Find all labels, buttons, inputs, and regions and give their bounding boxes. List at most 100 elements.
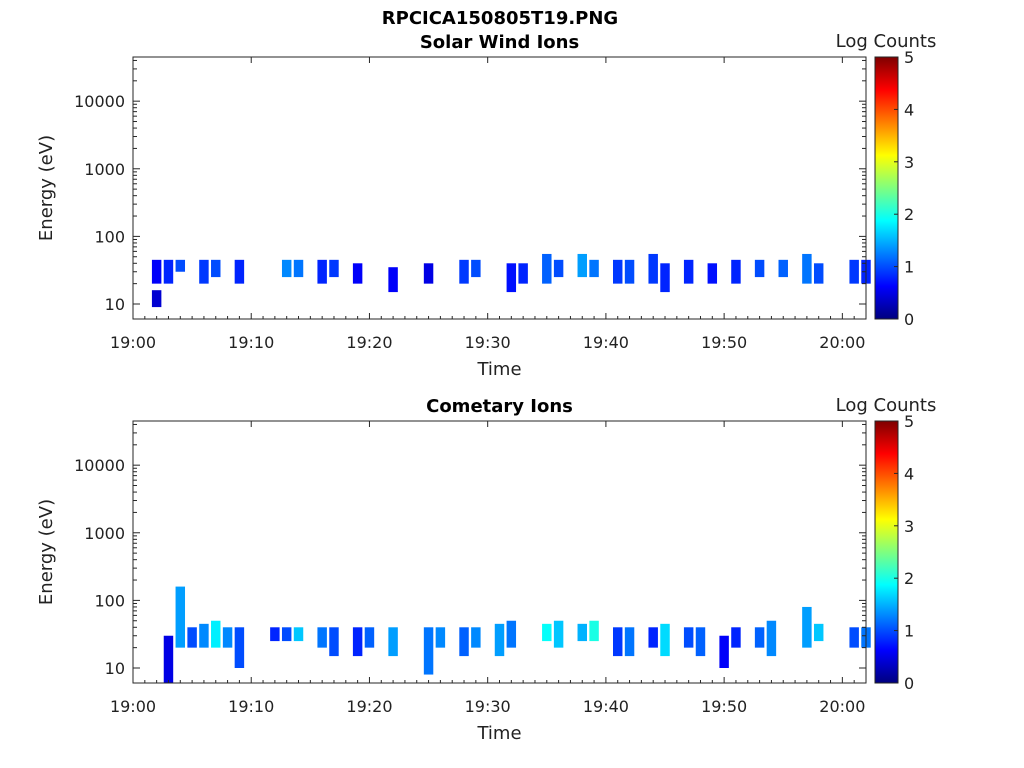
data-band xyxy=(151,290,162,308)
colorbar-tick-label: 3 xyxy=(904,153,914,172)
colorbar-tick-label: 1 xyxy=(904,258,914,277)
y-tick-label: 100 xyxy=(94,227,125,246)
data-band xyxy=(754,627,765,648)
data-band xyxy=(281,627,292,642)
colorbar-tick-label: 3 xyxy=(904,517,914,536)
data-band xyxy=(506,263,517,293)
x-tick-label: 19:50 xyxy=(701,333,747,352)
data-band xyxy=(211,620,221,648)
x-tick-label: 19:30 xyxy=(465,697,511,716)
data-band xyxy=(660,263,670,293)
x-tick-label: 19:00 xyxy=(110,697,156,716)
colorbar xyxy=(874,420,899,684)
x-tick-label: 19:00 xyxy=(110,333,156,352)
data-band xyxy=(754,259,765,278)
data-band xyxy=(731,259,741,284)
data-band xyxy=(352,263,363,284)
data-band xyxy=(849,259,859,284)
colorbar-label: Log Counts xyxy=(836,31,937,52)
data-band xyxy=(199,623,209,648)
data-band xyxy=(494,623,505,657)
y-tick-label: 100 xyxy=(94,591,125,610)
data-band xyxy=(778,259,788,278)
data-band xyxy=(293,259,304,278)
data-band xyxy=(731,627,741,648)
panel-1: Solar Wind Ions 19:00 19:10 19:20 19:30 19:40… xyxy=(36,31,936,380)
data-band xyxy=(151,259,162,284)
data-band xyxy=(648,253,658,284)
colorbar-tick-label: 2 xyxy=(904,569,914,588)
data-band xyxy=(589,620,599,642)
colorbar-tick-label: 5 xyxy=(904,412,914,431)
data-band xyxy=(577,253,587,278)
data-band xyxy=(553,259,564,278)
data-band xyxy=(281,259,292,278)
x-tick-label: 19:20 xyxy=(346,333,392,352)
panel-2: Cometary Ions 19:00 19:10 19:20 19:30 19:40 19… xyxy=(36,395,936,744)
data-band xyxy=(683,627,694,648)
colorbar-label: Log Counts xyxy=(836,395,937,416)
data-band xyxy=(459,627,469,657)
x-axis-label: Time xyxy=(476,359,521,380)
data-band xyxy=(766,620,777,657)
data-band xyxy=(471,259,481,278)
y-tick-label: 10 xyxy=(105,295,125,314)
x-tick-label: 19:40 xyxy=(583,697,629,716)
data-band xyxy=(577,623,587,642)
data-band xyxy=(388,267,398,293)
data-band xyxy=(802,606,812,648)
data-band xyxy=(423,627,434,675)
data-band xyxy=(317,627,327,648)
data-band xyxy=(388,627,398,657)
x-tick-label: 19:20 xyxy=(346,697,392,716)
data-band xyxy=(364,627,375,648)
x-tick-label: 20:00 xyxy=(819,697,865,716)
data-band xyxy=(175,259,186,272)
data-band xyxy=(234,627,245,669)
colorbar-tick-label: 0 xyxy=(904,674,914,693)
data-band xyxy=(163,259,174,284)
y-tick-label: 10000 xyxy=(74,92,125,111)
data-band xyxy=(813,263,824,284)
data-band xyxy=(849,627,859,648)
data-band xyxy=(471,627,481,648)
data-band xyxy=(624,627,635,657)
data-band xyxy=(187,627,197,648)
data-band xyxy=(317,259,327,284)
data-band xyxy=(293,627,304,642)
colorbar-tick-label: 0 xyxy=(904,310,914,329)
x-tick-label: 19:10 xyxy=(228,333,274,352)
data-band xyxy=(719,635,729,669)
panel-title: Cometary Ions xyxy=(426,396,573,417)
y-axis-label: Energy (eV) xyxy=(36,499,57,605)
data-band xyxy=(234,259,245,284)
data-band xyxy=(683,259,694,284)
data-band xyxy=(612,627,623,657)
colorbar-tick-label: 2 xyxy=(904,205,914,224)
data-band xyxy=(707,263,718,284)
data-band xyxy=(648,627,658,648)
y-tick-label: 1000 xyxy=(84,524,125,543)
y-tick-label: 10 xyxy=(105,659,125,678)
data-band xyxy=(695,627,706,657)
data-band xyxy=(660,623,670,657)
data-band xyxy=(553,620,564,648)
x-axis-label: Time xyxy=(476,723,521,744)
data-band xyxy=(163,635,174,683)
figure-title: RPCICA150805T19.PNG xyxy=(382,8,618,29)
colorbar-tick-label: 1 xyxy=(904,622,914,641)
x-tick-label: 19:10 xyxy=(228,697,274,716)
data-band xyxy=(612,259,623,284)
data-band xyxy=(329,627,339,657)
data-band xyxy=(459,259,469,284)
data-band xyxy=(222,627,233,648)
x-tick-label: 19:30 xyxy=(465,333,511,352)
x-tick-label: 19:40 xyxy=(583,333,629,352)
data-band xyxy=(518,263,528,284)
data-band xyxy=(542,253,552,284)
x-tick-label: 19:50 xyxy=(701,697,747,716)
data-band xyxy=(352,627,363,657)
data-band xyxy=(270,627,280,642)
x-tick-label: 20:00 xyxy=(819,333,865,352)
y-axis-label: Energy (eV) xyxy=(36,135,57,241)
